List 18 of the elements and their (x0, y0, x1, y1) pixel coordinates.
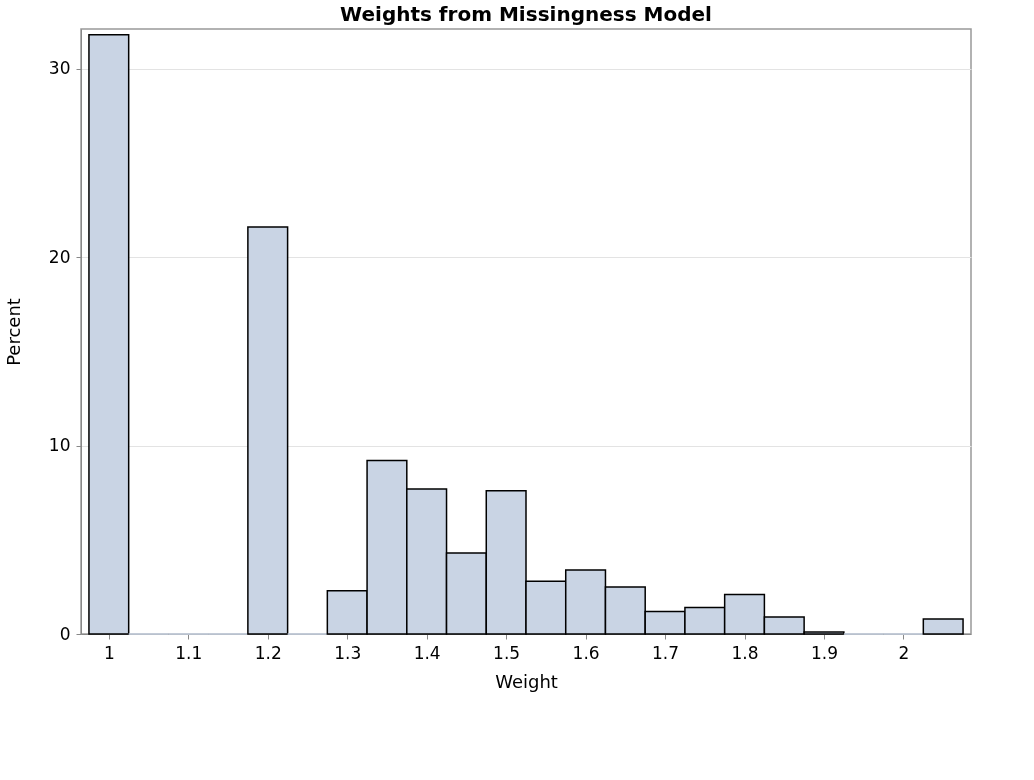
y-tick-label: 20 (48, 246, 71, 267)
x-tick-label: 1.3 (334, 642, 362, 663)
x-tick-label: 1.8 (731, 642, 759, 663)
x-axis-title: Weight (495, 670, 558, 692)
x-tick-label: 1.6 (572, 642, 600, 663)
x-tick-label: 1.5 (493, 642, 521, 663)
x-tick-label: 1.7 (652, 642, 680, 663)
y-axis-title: Percent (2, 298, 24, 366)
y-tick-label: 0 (59, 623, 71, 644)
x-tick-label: 1.9 (810, 642, 839, 663)
x-tick-label: 2 (898, 642, 910, 663)
x-tick-label: 1.1 (175, 642, 203, 663)
x-tick-label: 1.4 (413, 642, 441, 663)
y-tick-label: 10 (48, 435, 71, 456)
x-tick-label: 1 (103, 642, 115, 663)
chart-title: Weights from Missingness Model (340, 2, 712, 26)
x-tick-label: 1.2 (254, 642, 282, 663)
y-tick-label: 30 (48, 58, 71, 79)
